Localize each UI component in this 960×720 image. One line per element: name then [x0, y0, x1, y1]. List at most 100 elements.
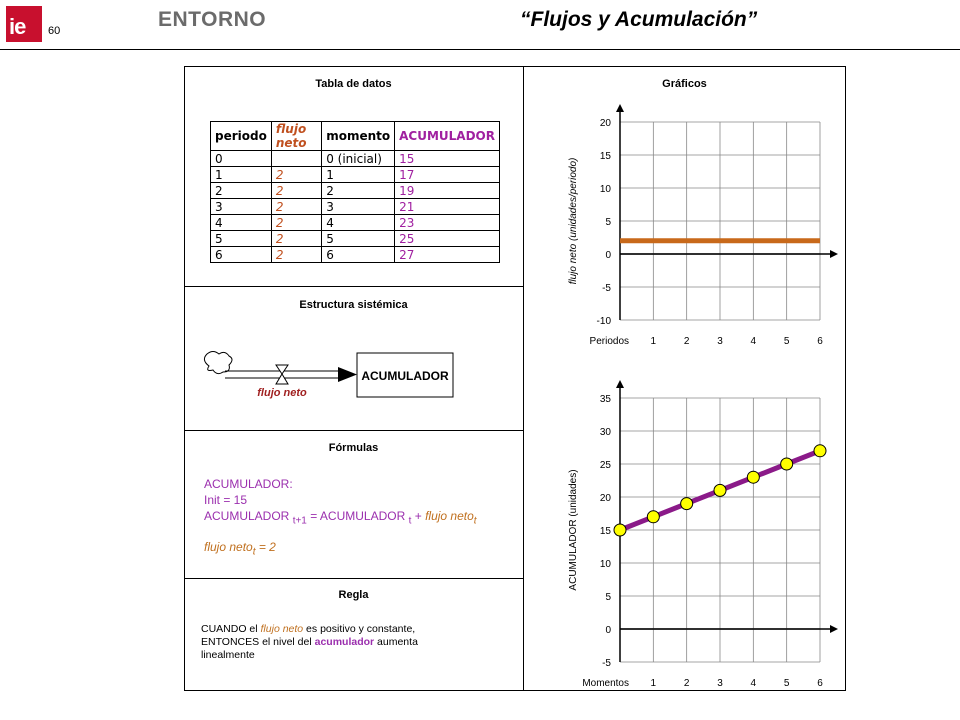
cell-momento: 6	[321, 246, 396, 263]
rule-flow-term: flujo neto	[260, 623, 304, 635]
cell-momento: 5	[321, 230, 396, 247]
x-tick-label: 3	[717, 678, 723, 689]
cell-acumulador: 21	[394, 198, 500, 215]
data-point	[613, 523, 627, 537]
formula-flow-def: flujo neto	[204, 540, 253, 555]
cell-momento: 0 (inicial)	[321, 150, 396, 167]
formula-line-1: ACUMULADOR:	[204, 477, 293, 491]
formula-sub-flow: t	[473, 515, 477, 527]
cell-flujo-neto: 2	[270, 214, 323, 231]
y-tick-label: 30	[600, 427, 612, 438]
y-tick-label: 25	[600, 460, 612, 471]
formula-line-3: ACUMULADOR t+1 = ACUMULADOR t + flujo ne…	[204, 508, 514, 529]
x-axis-label: Periodos	[590, 336, 629, 347]
panel-divider-3	[184, 578, 523, 579]
formulas-title: Fórmulas	[328, 442, 379, 454]
y-tick-label: 5	[605, 217, 611, 228]
content-frame	[184, 66, 846, 691]
x-tick-label: 1	[651, 678, 657, 689]
cell-acumulador: 25	[394, 230, 500, 247]
x-axis-label: Momentos	[582, 678, 629, 689]
valve-icon	[275, 364, 289, 385]
charts-title: Gráficos	[662, 78, 707, 90]
structure-title: Estructura sistémica	[299, 299, 408, 311]
x-tick-label: 4	[751, 678, 757, 689]
formulas-block: ACUMULADOR: Init = 15 ACUMULADOR t+1 = A…	[204, 476, 514, 561]
y-tick-label: 35	[600, 394, 612, 405]
cell-periodo: 2	[210, 182, 272, 199]
table-row: 5 2 5 25	[210, 230, 500, 247]
cloud-icon	[203, 351, 233, 375]
formula-acc-term-2: = ACUMULADOR	[310, 509, 406, 523]
table-row: 2 2 2 19	[210, 182, 500, 199]
y-axis-label: ACUMULADOR (unidades)	[568, 469, 579, 590]
y-tick-label: 0	[605, 250, 611, 261]
y-tick-label: -5	[602, 658, 611, 669]
data-point	[746, 470, 760, 484]
rule-text-1: CUANDO el	[201, 623, 261, 635]
cell-momento: 2	[321, 182, 396, 199]
y-tick-label: -10	[597, 316, 612, 327]
stock-flow-diagram: flujo neto ACUMULADOR	[203, 351, 454, 399]
formula-plus: +	[414, 509, 426, 523]
header-periodo: periodo	[210, 121, 272, 151]
cell-periodo: 1	[210, 166, 272, 183]
header-divider	[0, 49, 960, 50]
cell-flujo-neto	[270, 150, 323, 167]
formula-line-4: flujo netot = 2	[204, 539, 514, 560]
y-axis-arrow-icon	[616, 104, 624, 112]
cell-acumulador: 15	[394, 150, 500, 167]
header-momento: momento	[321, 121, 396, 151]
x-tick-label: 2	[684, 336, 690, 347]
rule-line-3: linealmente	[201, 649, 255, 661]
cell-periodo: 0	[210, 150, 272, 167]
cell-periodo: 6	[210, 246, 272, 263]
table-header-row: periodo flujo neto momento ACUMULADOR	[210, 121, 500, 151]
panel-divider-1	[184, 286, 523, 287]
data-point	[780, 457, 794, 471]
rule-text-2: es positivo y constante,	[303, 623, 416, 635]
cell-momento: 3	[321, 198, 396, 215]
rule-acc-term: acumulador	[314, 636, 375, 648]
cell-acumulador: 23	[394, 214, 500, 231]
cell-flujo-neto: 2	[270, 166, 323, 183]
y-tick-label: 20	[600, 493, 612, 504]
accumulator-chart: 35 30 25 20 15 10 5 0 -5 Momentos 1 2 3 4 5 6 ACUMULADOR…	[568, 380, 838, 689]
y-tick-label: 5	[605, 592, 611, 603]
flow-label: flujo neto	[257, 387, 307, 399]
formula-flow-term: flujo neto	[425, 509, 474, 523]
x-axis-arrow-icon	[830, 625, 838, 633]
cell-momento: 1	[321, 166, 396, 183]
formula-line-2: Init = 15	[204, 493, 248, 507]
cell-acumulador: 27	[394, 246, 500, 263]
table-row: 4 2 4 23	[210, 214, 500, 231]
table-row: 1 2 1 17	[210, 166, 500, 183]
stock-box	[356, 352, 454, 398]
x-axis-arrow-icon	[830, 250, 838, 258]
y-tick-label: 15	[600, 526, 612, 537]
data-point	[813, 444, 827, 458]
y-tick-label: 20	[600, 118, 612, 129]
slide-title: “Flujos y Acumulación”	[520, 8, 758, 31]
y-tick-label: 10	[600, 559, 612, 570]
y-tick-label: 10	[600, 184, 612, 195]
rule-block: CUANDO el flujo neto es positivo y const…	[201, 623, 501, 662]
x-tick-label: 1	[651, 336, 657, 347]
column-divider	[523, 66, 524, 691]
x-tick-label: 5	[784, 336, 790, 347]
cell-periodo: 4	[210, 214, 272, 231]
brand-logo	[6, 6, 42, 42]
table-row: 6 2 6 27	[210, 246, 500, 263]
cell-acumulador: 19	[394, 182, 500, 199]
y-axis-label: flujo neto (unidades/periodo)	[568, 158, 579, 285]
x-tick-label: 6	[817, 678, 823, 689]
x-tick-label: 5	[784, 678, 790, 689]
page-number: 60	[48, 25, 61, 37]
cell-acumulador: 17	[394, 166, 500, 183]
table-row: 0 0 (inicial) 15	[210, 150, 500, 167]
rule-line-2: ENTONCES el nivel del acumulador aumenta	[201, 636, 501, 649]
cell-momento: 4	[321, 214, 396, 231]
cell-periodo: 5	[210, 230, 272, 247]
rule-text-4: aumenta	[374, 636, 418, 648]
